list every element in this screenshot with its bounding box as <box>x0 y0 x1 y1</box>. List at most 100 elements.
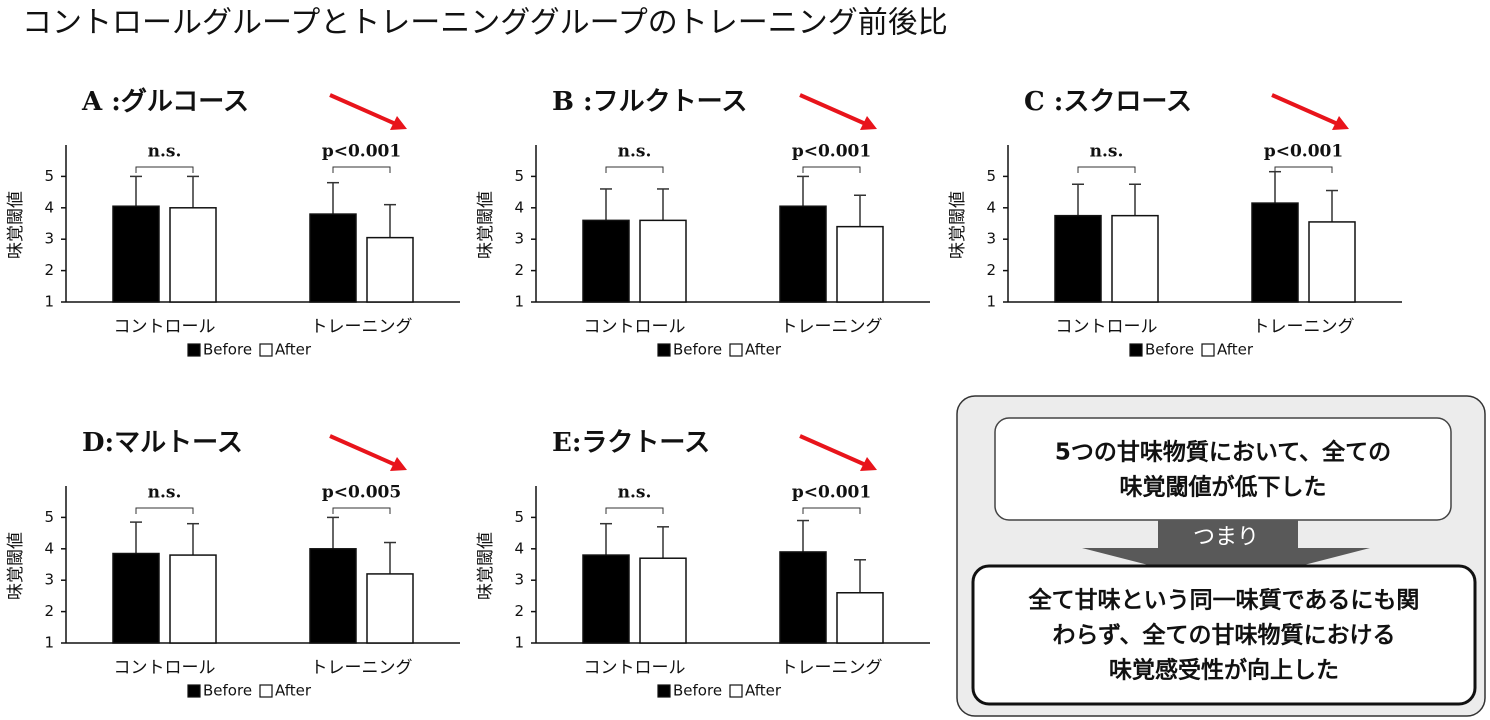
y-tick-label: 2 <box>514 602 524 620</box>
legend-label: After <box>745 341 782 359</box>
significance-bracket <box>332 166 391 173</box>
bar <box>582 219 630 303</box>
x-tick-label: トレーニング <box>1253 317 1355 337</box>
legend-swatch <box>657 343 671 357</box>
y-tick-label: 3 <box>44 230 54 248</box>
x-tick-label: コントロール <box>114 658 216 678</box>
significance-bracket <box>135 166 194 173</box>
connector-text: つまり <box>1193 525 1259 550</box>
bar <box>366 573 414 644</box>
bar <box>779 205 827 303</box>
legend-label: Before <box>203 341 252 359</box>
y-tick-label: 1 <box>44 634 54 652</box>
bar <box>639 219 687 303</box>
significance-bracket <box>1274 166 1333 173</box>
legend-swatch <box>187 343 201 357</box>
chart-title: E:ラクトース <box>552 428 710 458</box>
legend-label: After <box>275 341 312 359</box>
highlight-arrow <box>329 93 399 127</box>
legend-swatch <box>259 343 273 357</box>
significance-bracket <box>605 166 664 173</box>
legend-label: Before <box>1145 341 1194 359</box>
y-axis-label: 味覚閾値 <box>476 532 496 600</box>
y-axis-label: 味覚閾値 <box>476 191 496 259</box>
bar <box>779 551 827 644</box>
y-tick-label: 5 <box>44 167 54 185</box>
legend-label: After <box>275 682 312 700</box>
significance-bracket <box>1077 166 1136 173</box>
chart-title: A :グルコース <box>81 87 249 117</box>
finding-text: 味覚閾値が低下した <box>1120 474 1327 501</box>
x-tick-label: コントロール <box>1056 317 1158 337</box>
y-tick-label: 3 <box>986 230 996 248</box>
bar <box>1308 221 1356 303</box>
bar <box>639 557 687 644</box>
highlight-arrowhead <box>390 457 407 471</box>
summary-box: 5つの甘味物質において、全ての味覚閾値が低下したつまり全て甘味という同一味質であ… <box>956 395 1486 717</box>
highlight-arrowhead <box>860 457 877 471</box>
conclusion-text: 全て甘味という同一味質であるにも関 <box>1028 587 1420 614</box>
significance-bracket <box>605 507 664 514</box>
conclusion-box <box>971 564 1477 706</box>
significance-label: p<0.001 <box>1264 142 1343 162</box>
y-tick-label: 2 <box>44 261 54 279</box>
bar <box>309 213 357 303</box>
significance-bracket <box>135 507 194 514</box>
y-tick-label: 5 <box>986 167 996 185</box>
bar <box>309 548 357 644</box>
y-tick-label: 4 <box>44 198 54 216</box>
highlight-arrowhead <box>390 116 407 130</box>
finding-box <box>994 417 1452 521</box>
significance-label: p<0.001 <box>322 142 401 162</box>
y-tick-label: 3 <box>514 230 524 248</box>
significance-bracket <box>802 507 861 514</box>
slide-title: コントロールグループとトレーニンググループのトレーニング前後比 <box>22 6 948 41</box>
bar <box>836 225 884 303</box>
legend-label: Before <box>673 341 722 359</box>
legend-swatch <box>259 684 273 698</box>
chart-title: D:マルトース <box>82 428 243 458</box>
y-axis-label: 味覚閾値 <box>6 191 26 259</box>
y-tick-label: 1 <box>514 634 524 652</box>
chart-title: C :スクロース <box>1024 87 1192 117</box>
y-tick-label: 5 <box>514 167 524 185</box>
significance-label: p<0.005 <box>322 483 401 503</box>
bar <box>1054 214 1102 303</box>
y-tick-label: 1 <box>986 293 996 311</box>
y-tick-label: 4 <box>514 539 524 557</box>
bar <box>112 552 160 644</box>
legend-label: Before <box>673 682 722 700</box>
significance-label: p<0.001 <box>792 142 871 162</box>
down-arrow <box>1082 520 1370 585</box>
conclusion-text: 味覚感受性が向上した <box>1109 657 1339 684</box>
highlight-arrow <box>1271 93 1341 127</box>
y-tick-label: 4 <box>44 539 54 557</box>
finding-text: 5つの甘味物質において、全ての <box>1055 439 1391 466</box>
y-axis-label: 味覚閾値 <box>6 532 26 600</box>
x-tick-label: トレーニング <box>781 317 883 337</box>
legend-swatch <box>1201 343 1215 357</box>
legend-label: After <box>745 682 782 700</box>
significance-label: n.s. <box>618 142 652 162</box>
y-tick-label: 5 <box>514 508 524 526</box>
x-tick-label: コントロール <box>584 317 686 337</box>
highlight-arrow <box>799 93 869 127</box>
y-tick-label: 3 <box>514 571 524 589</box>
significance-label: n.s. <box>148 483 182 503</box>
bar <box>112 205 160 303</box>
highlight-arrowhead <box>860 116 877 130</box>
bar <box>1111 214 1159 303</box>
legend-swatch <box>729 684 743 698</box>
bar <box>836 592 884 644</box>
x-tick-label: トレーニング <box>311 658 413 678</box>
bar <box>1251 202 1299 303</box>
chart-title: B :フルクトース <box>552 87 747 117</box>
significance-label: n.s. <box>618 483 652 503</box>
y-tick-label: 1 <box>44 293 54 311</box>
y-tick-label: 2 <box>44 602 54 620</box>
highlight-arrow <box>799 434 869 468</box>
legend-swatch <box>1129 343 1143 357</box>
y-tick-label: 4 <box>986 198 996 216</box>
bar <box>366 236 414 303</box>
highlight-arrowhead <box>1332 116 1349 130</box>
